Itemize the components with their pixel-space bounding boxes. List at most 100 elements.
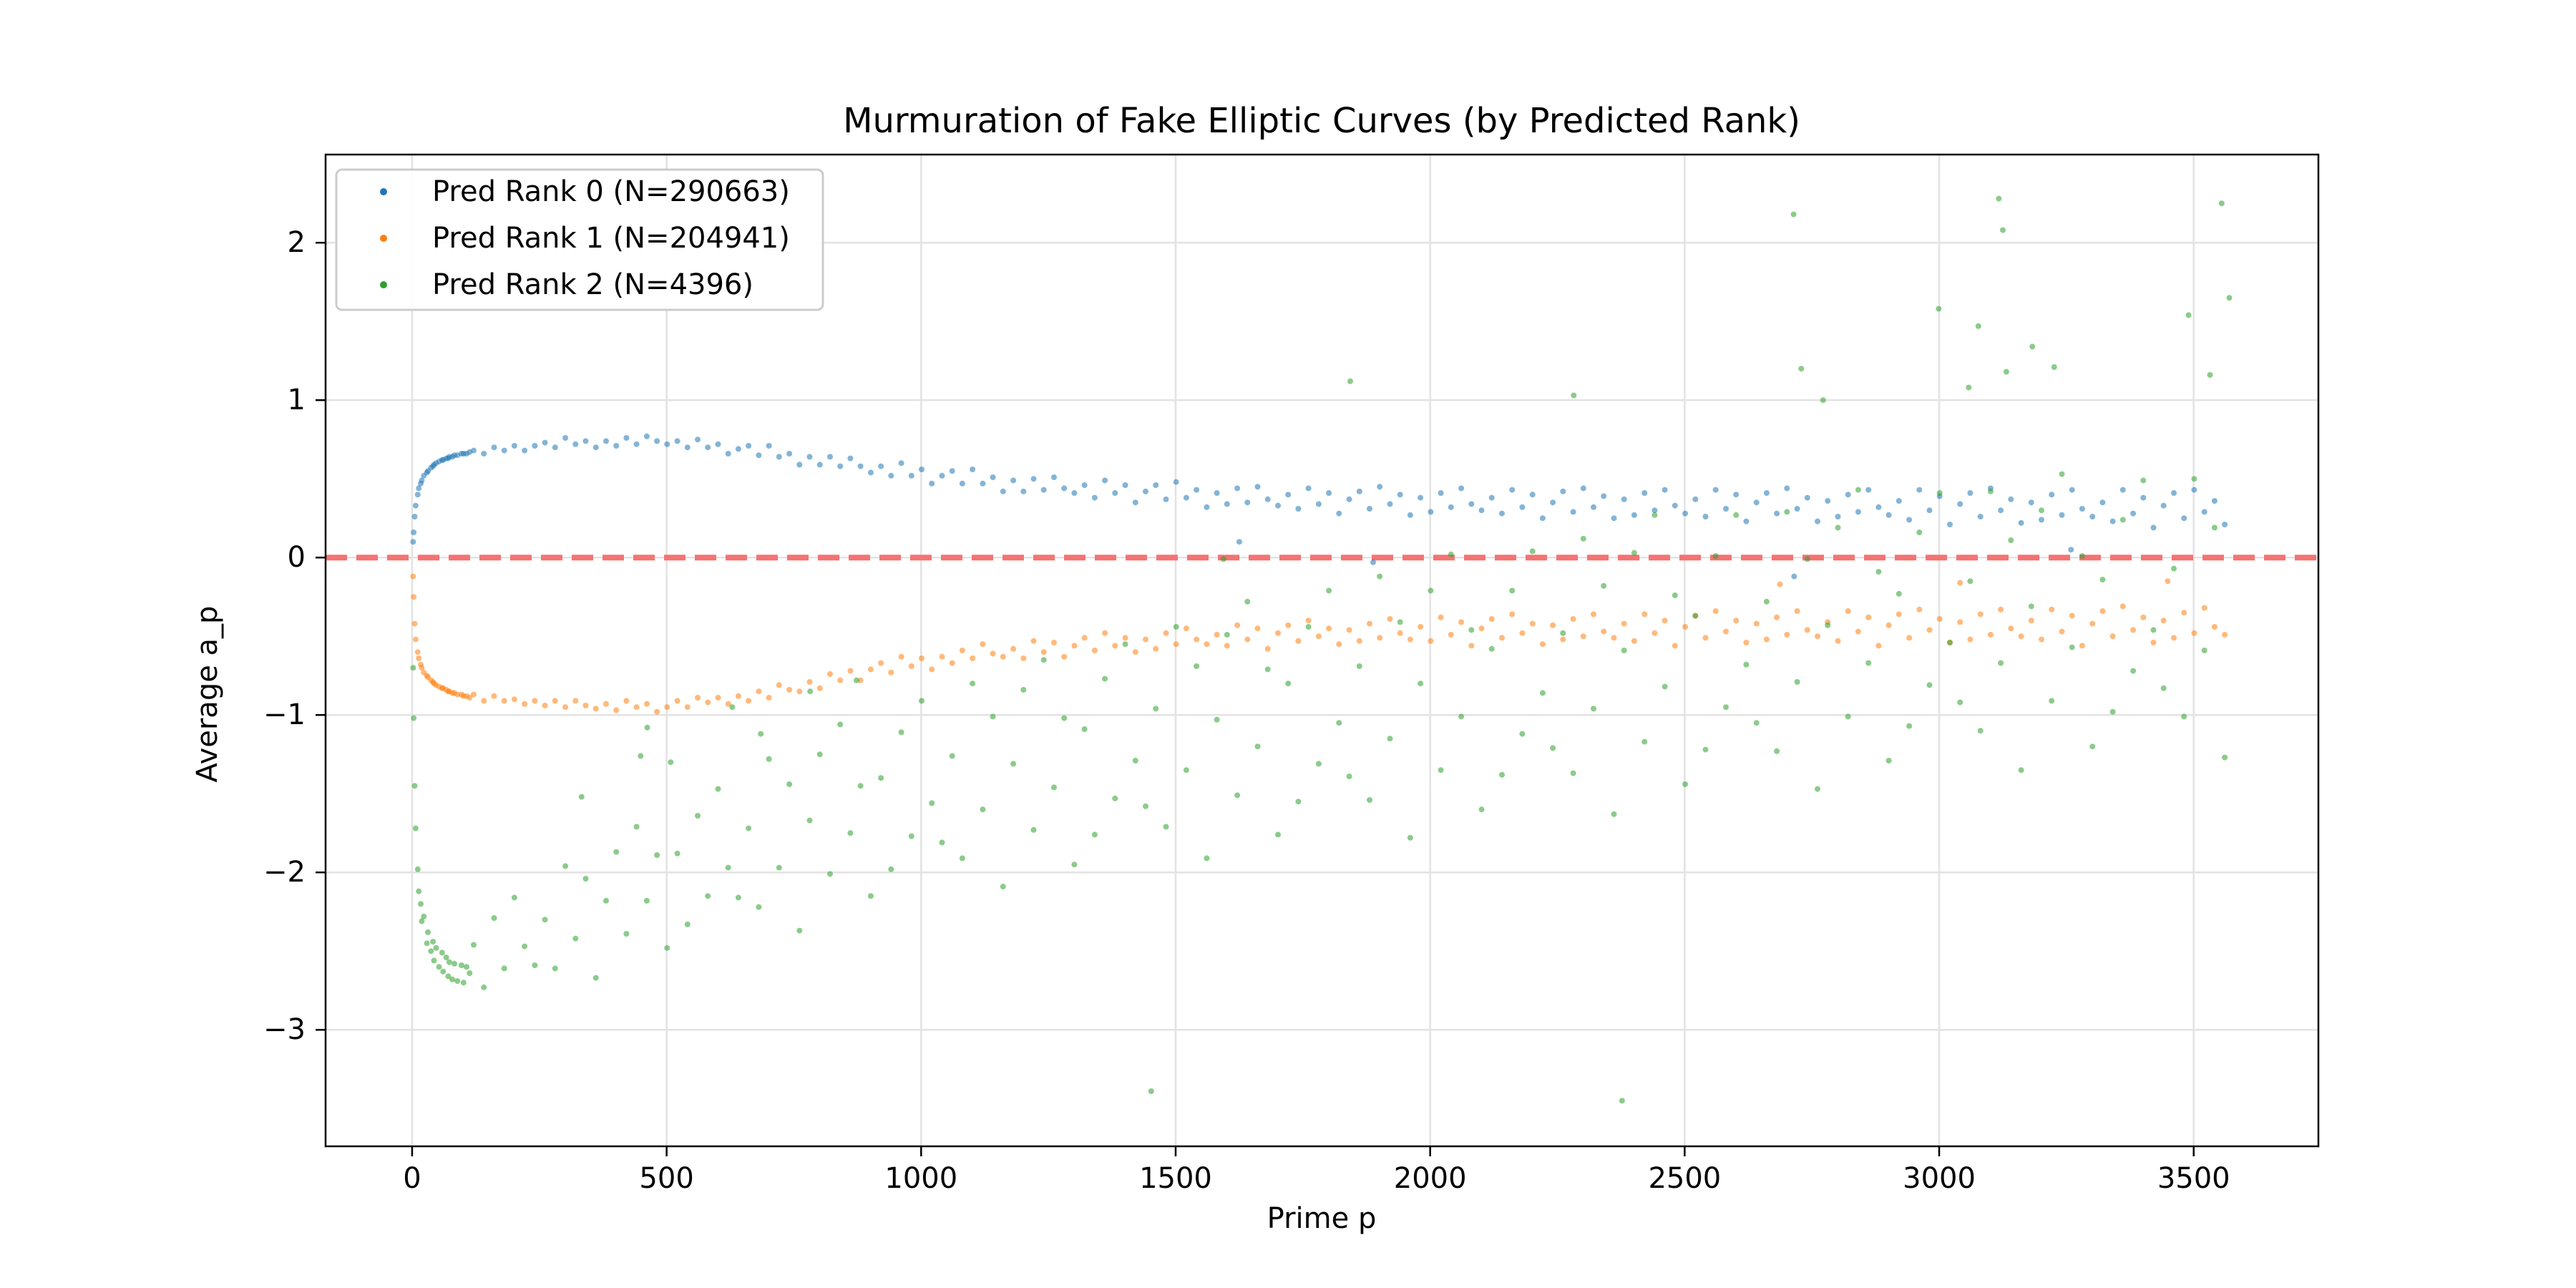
data-point (1998, 507, 2004, 514)
data-point (806, 817, 813, 824)
data-point (1478, 507, 1485, 514)
data-point (613, 443, 620, 449)
data-point (2119, 487, 2126, 493)
data-point (1275, 831, 1281, 838)
data-point (1214, 632, 1220, 638)
data-point (1804, 556, 1810, 562)
data-point (1367, 620, 1372, 627)
data-point (919, 467, 924, 472)
data-point (1712, 487, 1719, 493)
y-tick-label: −2 (263, 856, 306, 889)
data-point (542, 703, 548, 708)
data-point (1916, 606, 1923, 613)
gridlines (326, 155, 2318, 1146)
data-point (1743, 661, 1750, 668)
data-point (684, 704, 691, 711)
data-point (1692, 496, 1699, 502)
data-point (1153, 706, 1159, 712)
data-point (1926, 507, 1933, 514)
data-point (1560, 630, 1566, 636)
data-point (766, 443, 772, 449)
data-point (491, 444, 497, 451)
data-point (2165, 578, 2171, 585)
data-point (1295, 799, 1302, 805)
data-point (1315, 761, 1322, 767)
data-point (1428, 638, 1434, 644)
x-tick-label: 1000 (884, 1162, 957, 1195)
data-point (1061, 715, 1068, 721)
data-point (1621, 648, 1627, 653)
data-point (796, 462, 803, 468)
data-point (411, 514, 418, 519)
data-point (1619, 1098, 1625, 1104)
data-point (2160, 502, 2167, 509)
data-point (1264, 666, 1271, 673)
data-point (2218, 200, 2225, 207)
data-point (756, 688, 762, 695)
data-point (1071, 643, 1078, 649)
data-point (1163, 630, 1169, 636)
data-point (467, 695, 473, 701)
data-point (1081, 482, 1088, 488)
data-point (1071, 862, 1078, 868)
data-point (1885, 758, 1892, 763)
x-tick-label: 3000 (1903, 1162, 1976, 1195)
data-point (412, 636, 419, 643)
data-point (410, 573, 416, 580)
data-point (454, 978, 461, 984)
data-point (1234, 485, 1241, 492)
data-point (1234, 622, 1241, 628)
data-point (1315, 633, 1322, 640)
data-point (664, 441, 670, 447)
data-point (1733, 492, 1740, 498)
data-point (552, 965, 558, 972)
data-point (729, 704, 736, 711)
data-point (1580, 535, 1586, 542)
data-point (1804, 494, 1810, 501)
data-point (857, 677, 864, 683)
data-point (1040, 487, 1047, 493)
data-point (776, 454, 782, 460)
data-point (1631, 512, 1637, 518)
data-point (1407, 636, 1413, 643)
data-point (1815, 786, 1820, 792)
data-point (1061, 485, 1068, 492)
data-point (603, 438, 609, 444)
data-point (412, 502, 419, 509)
data-point (430, 939, 436, 945)
data-point (1336, 720, 1342, 726)
data-point (452, 960, 457, 967)
data-point (2069, 644, 2075, 650)
data-point (2079, 643, 2085, 649)
data-point (1784, 509, 1790, 515)
data-point (425, 929, 431, 935)
data-point (1214, 490, 1220, 496)
data-point (1428, 509, 1434, 515)
data-point (1326, 490, 1332, 496)
data-point (1051, 640, 1057, 645)
data-point (2150, 640, 2157, 645)
data-point (990, 650, 996, 657)
data-point (411, 715, 417, 721)
data-point (1845, 492, 1851, 498)
data-point (1672, 592, 1678, 598)
data-point (1061, 653, 1068, 660)
data-point (766, 756, 772, 762)
data-point (603, 701, 609, 707)
data-point (471, 691, 477, 698)
data-point (419, 665, 425, 671)
data-point (2008, 496, 2014, 502)
data-point (2201, 605, 2207, 611)
data-point (2181, 713, 2187, 720)
data-point (446, 959, 452, 965)
data-point (1020, 687, 1027, 693)
data-point (1346, 496, 1352, 502)
data-point (1662, 683, 1668, 690)
data-point (1143, 803, 1148, 809)
data-point (1448, 632, 1454, 638)
x-tick-label: 2500 (1648, 1162, 1721, 1195)
data-point (1148, 1088, 1154, 1094)
data-point (1580, 485, 1586, 492)
data-point (1377, 635, 1383, 641)
data-point (1040, 657, 1047, 663)
